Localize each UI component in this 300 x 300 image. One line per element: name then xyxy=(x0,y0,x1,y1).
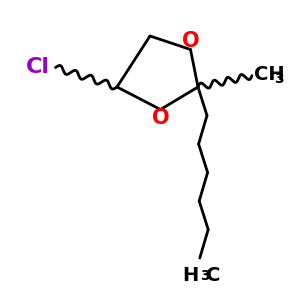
Text: O: O xyxy=(182,31,199,51)
Text: 3: 3 xyxy=(200,269,210,284)
Text: CH: CH xyxy=(254,64,285,84)
Text: C: C xyxy=(206,266,220,285)
Text: Cl: Cl xyxy=(26,57,50,76)
Text: 3: 3 xyxy=(274,72,284,86)
Text: O: O xyxy=(152,109,169,128)
Text: H: H xyxy=(182,266,198,285)
